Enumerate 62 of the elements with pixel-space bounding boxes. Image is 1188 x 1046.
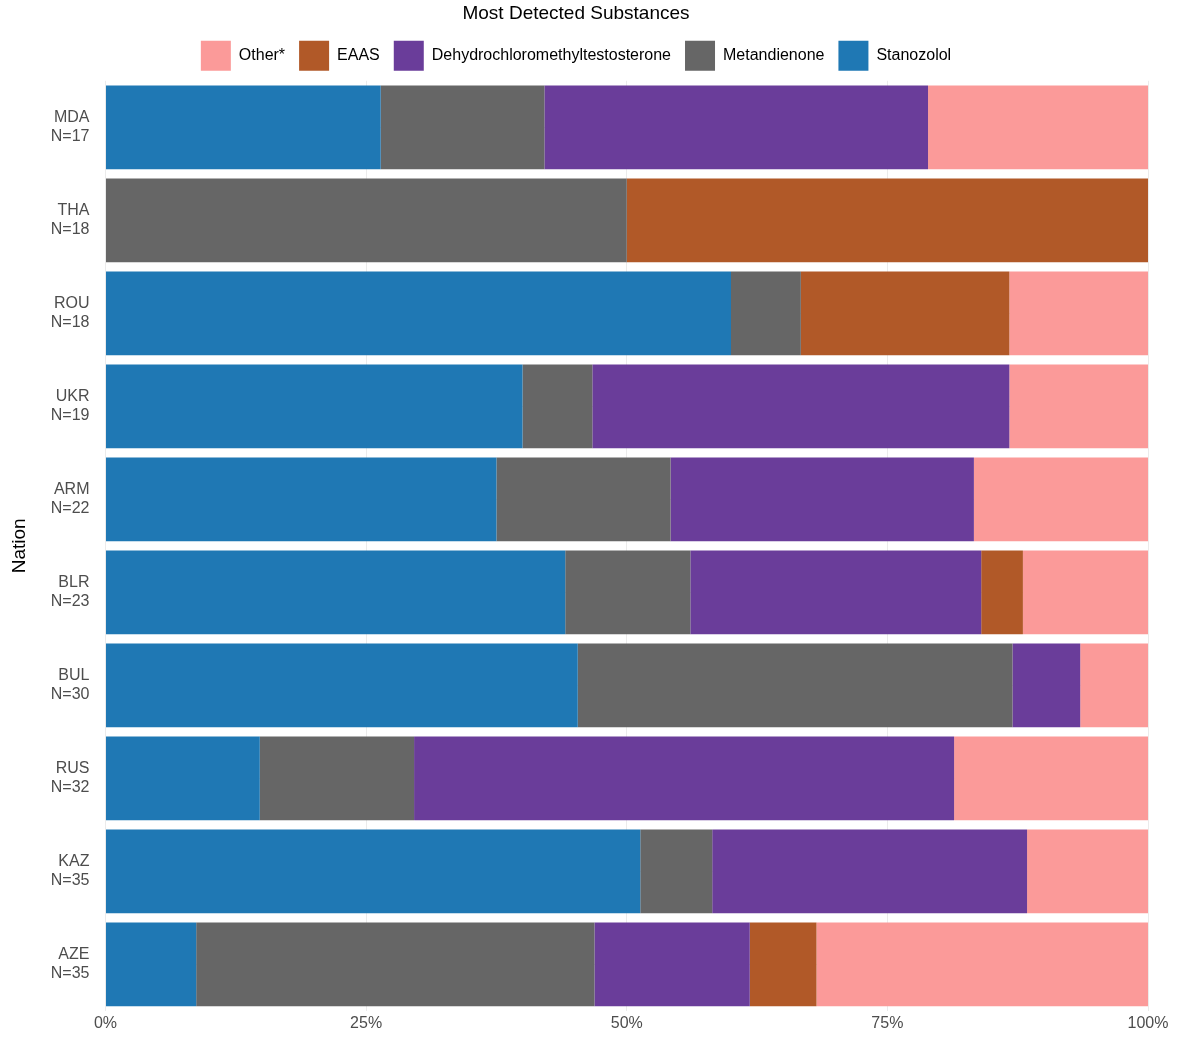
y-tick-label: BUL N=30 <box>50 666 90 703</box>
bar <box>640 829 713 914</box>
bar <box>1009 271 1148 356</box>
bar <box>592 364 1010 449</box>
y-tick-label: BLR N=23 <box>50 573 90 610</box>
legend-label: EAAS <box>337 46 380 64</box>
y-tick-label: AZE N=35 <box>50 945 90 982</box>
bar <box>800 271 1010 356</box>
bar <box>1027 829 1148 914</box>
bar <box>690 550 982 635</box>
legend-label: Other* <box>238 46 286 64</box>
bar <box>626 178 1148 263</box>
bar <box>731 271 801 356</box>
bar <box>522 364 593 449</box>
bar <box>1022 550 1148 635</box>
y-axis-title: Nation <box>7 518 29 574</box>
legend-title: Most Detected Substances <box>462 1 690 23</box>
bar <box>414 736 955 821</box>
bar <box>954 736 1148 821</box>
bar <box>577 643 1013 728</box>
bar <box>106 736 260 821</box>
y-tick-label: THA N=18 <box>50 201 90 238</box>
bar <box>1012 643 1081 728</box>
bar <box>1009 364 1148 449</box>
bar <box>670 457 974 542</box>
bar <box>106 829 641 914</box>
x-tick-label: 0% <box>93 1013 118 1031</box>
x-tick-label: 100% <box>1127 1013 1169 1031</box>
bar <box>565 550 691 635</box>
bar <box>106 85 381 170</box>
bar <box>496 457 671 542</box>
bar <box>380 85 545 170</box>
bar <box>106 271 731 356</box>
bar <box>106 922 197 1007</box>
bar <box>1080 643 1148 728</box>
legend-label: Dehydrochloromethyltestosterone <box>431 46 672 64</box>
bar <box>981 550 1023 635</box>
legend-label: Stanozolol <box>876 46 952 64</box>
x-tick-label: 75% <box>871 1013 904 1031</box>
y-tick-label: RUS N=32 <box>50 759 90 796</box>
y-tick-label: KAZ N=35 <box>50 852 90 889</box>
bar <box>749 922 817 1007</box>
y-tick-label: UKR N=19 <box>50 387 90 424</box>
bar <box>816 922 1148 1007</box>
y-tick-label: MDA N=17 <box>50 108 90 145</box>
legend-label: Metandienone <box>723 46 825 64</box>
bar <box>106 457 497 542</box>
bar <box>544 85 929 170</box>
x-tick-label: 25% <box>350 1013 383 1031</box>
x-tick-label: 50% <box>610 1013 643 1031</box>
bar <box>973 457 1148 542</box>
bar <box>106 550 566 635</box>
y-tick-label: ROU N=18 <box>50 294 90 331</box>
y-tick-label: ARM N=22 <box>50 480 90 517</box>
bar <box>712 829 1028 914</box>
bar <box>594 922 750 1007</box>
bar <box>196 922 595 1007</box>
bar <box>106 643 578 728</box>
bar <box>106 178 627 263</box>
bar <box>259 736 415 821</box>
bar <box>928 85 1148 170</box>
bar <box>106 364 523 449</box>
